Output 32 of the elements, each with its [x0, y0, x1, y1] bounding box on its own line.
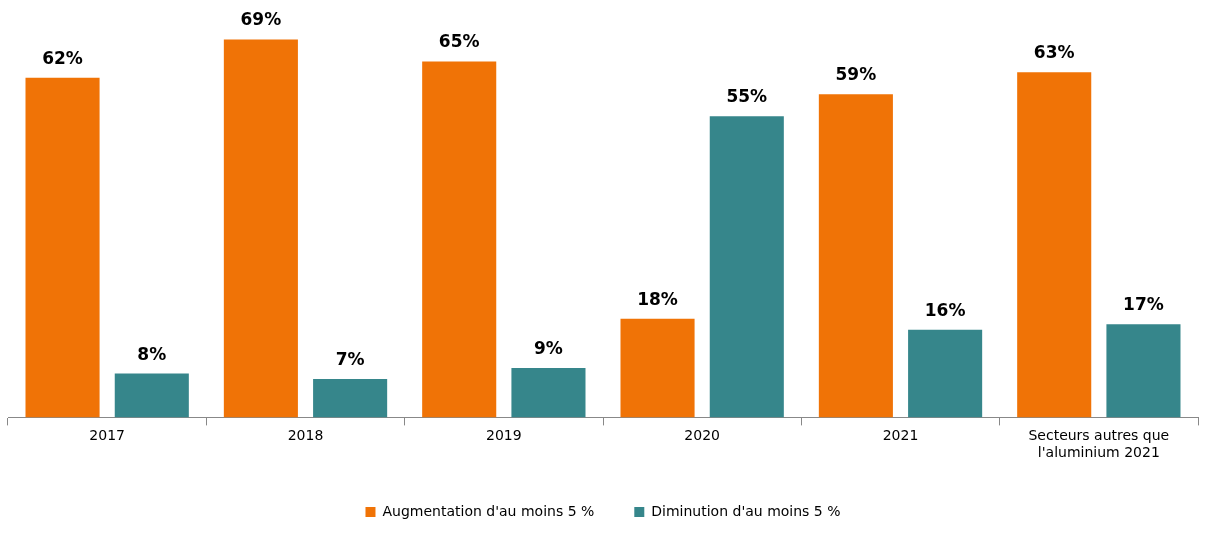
- x-tick-label: 2019: [486, 427, 522, 444]
- data-label: 17%: [1123, 294, 1164, 315]
- bar: [620, 318, 695, 418]
- data-label: 16%: [924, 299, 966, 320]
- data-label: 55%: [726, 86, 768, 107]
- legend-label: Augmentation d'au moins 5 %: [382, 502, 595, 519]
- bar: [313, 379, 388, 418]
- data-label: 69%: [240, 9, 282, 30]
- bar: [25, 77, 100, 418]
- data-label: 18%: [637, 288, 678, 309]
- bar: [114, 373, 189, 418]
- data-label: 63%: [1033, 42, 1075, 63]
- data-label: 65%: [438, 31, 480, 52]
- bar: [709, 116, 784, 418]
- data-label: 8%: [137, 343, 167, 364]
- data-label: 7%: [335, 348, 365, 369]
- x-tick-label: 2018: [287, 427, 324, 444]
- bar: [511, 368, 586, 418]
- x-tick-label: 2017: [89, 427, 125, 444]
- bar: [1017, 72, 1092, 418]
- legend-label: Diminution d'au moins 5 %: [651, 502, 841, 519]
- x-tick-label: 2021: [882, 427, 919, 444]
- data-label: 62%: [42, 47, 83, 68]
- bar: [223, 39, 298, 418]
- x-tick-label: Secteurs autres que l'aluminium 2021: [1028, 427, 1170, 461]
- data-label: 59%: [835, 64, 877, 85]
- data-label: 9%: [534, 338, 563, 359]
- bar: [908, 329, 983, 418]
- bar: [818, 94, 893, 418]
- bar: [1106, 324, 1181, 418]
- x-tick-label: 2020: [684, 427, 720, 444]
- bar: [422, 61, 497, 418]
